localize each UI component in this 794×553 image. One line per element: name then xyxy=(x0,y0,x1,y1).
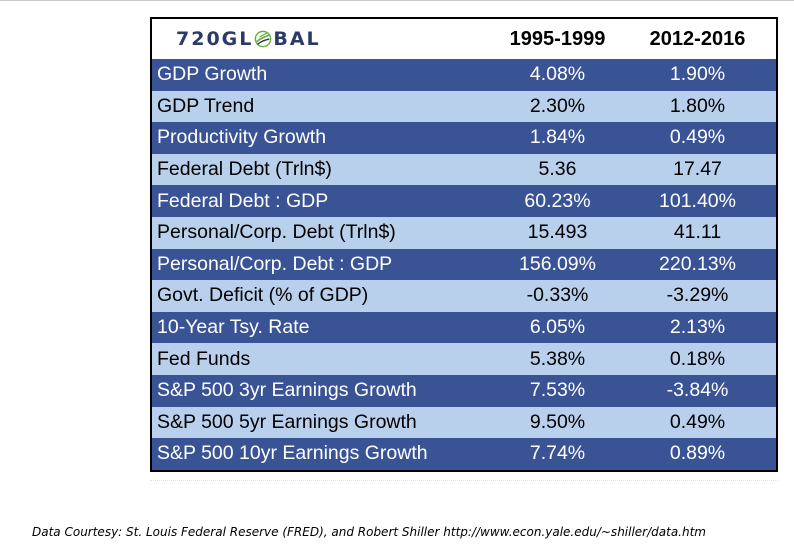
column-header-2012-2016: 2012-2016 xyxy=(649,27,746,50)
globe-icon xyxy=(255,30,272,48)
row-label: Personal/Corp. Debt : GDP xyxy=(157,252,393,275)
table-body: GDP Growth 4.08% 1.90% GDP Trend 2.30% 1.80% P… xyxy=(152,59,776,470)
table-row: Personal/Corp. Debt : GDP 156.09% 220.13% xyxy=(152,248,776,281)
value-1995-1999: 7.53% xyxy=(529,379,586,402)
value-1995-1999: 9.50% xyxy=(529,410,586,433)
row-label: GDP Growth xyxy=(157,63,268,86)
table-row: GDP Trend 2.30% 1.80% xyxy=(152,90,776,123)
row-label: GDP Trend xyxy=(157,94,255,117)
table-row: S&P 500 10yr Earnings Growth 7.74% 0.89% xyxy=(152,438,776,470)
table-row: Federal Debt : GDP 60.23% 101.40% xyxy=(152,185,776,217)
row-label: S&P 500 10yr Earnings Growth xyxy=(157,442,428,465)
value-2012-2016: 1.90% xyxy=(669,63,726,86)
value-2012-2016: 2.13% xyxy=(669,316,726,339)
row-label: Federal Debt (Trln$) xyxy=(157,158,332,181)
value-1995-1999: 4.08% xyxy=(529,63,586,86)
column-header-1995-1999: 1995-1999 xyxy=(509,27,606,50)
table-row: Fed Funds 5.38% 0.18% xyxy=(152,343,776,375)
logo-text-left: 720GL xyxy=(176,28,254,50)
value-1995-1999: 5.36 xyxy=(538,158,577,181)
value-2012-2016: -3.29% xyxy=(666,284,729,307)
logo-text-right: BAL xyxy=(273,28,321,50)
table-row: GDP Growth 4.08% 1.90% xyxy=(152,59,776,91)
table-header-row: 720GL BAL 1995-1999 2012-2016 xyxy=(152,19,776,59)
table-row: Govt. Deficit (% of GDP) -0.33% -3.29% xyxy=(152,280,776,312)
row-label: Personal/Corp. Debt (Trln$) xyxy=(157,221,396,244)
table-row: Productivity Growth 1.84% 0.49% xyxy=(152,122,776,154)
comparison-table: 720GL BAL 1995-1999 2012-2016 GDP Growth… xyxy=(150,17,778,472)
value-2012-2016: 0.49% xyxy=(669,410,726,433)
value-1995-1999: 15.493 xyxy=(527,221,588,244)
row-label: Fed Funds xyxy=(157,347,251,370)
value-2012-2016: -3.84% xyxy=(666,379,729,402)
value-1995-1999: 1.84% xyxy=(529,126,586,149)
value-1995-1999: 2.30% xyxy=(529,94,586,117)
row-label: Govt. Deficit (% of GDP) xyxy=(157,284,369,307)
row-label: S&P 500 5yr Earnings Growth xyxy=(157,410,417,433)
value-1995-1999: 60.23% xyxy=(524,189,591,212)
value-2012-2016: 0.18% xyxy=(669,347,726,370)
value-2012-2016: 101.40% xyxy=(659,189,736,212)
value-1995-1999: 156.09% xyxy=(519,252,596,275)
row-label: 10-Year Tsy. Rate xyxy=(157,316,310,339)
table-row: S&P 500 5yr Earnings Growth 9.50% 0.49% xyxy=(152,406,776,439)
faint-divider xyxy=(150,480,778,482)
table-row: S&P 500 3yr Earnings Growth 7.53% -3.84% xyxy=(152,374,776,407)
logo: 720GL BAL xyxy=(176,28,496,50)
value-2012-2016: 17.47 xyxy=(673,158,722,181)
value-1995-1999: 6.05% xyxy=(529,316,586,339)
table-row: 10-Year Tsy. Rate 6.05% 2.13% xyxy=(152,311,776,344)
logo-cell: 720GL BAL xyxy=(152,28,496,50)
value-1995-1999: 5.38% xyxy=(529,347,586,370)
table-row: Personal/Corp. Debt (Trln$) 15.493 41.11 xyxy=(152,216,776,249)
row-label: Productivity Growth xyxy=(157,126,327,149)
value-1995-1999: -0.33% xyxy=(526,284,589,307)
row-label: Federal Debt : GDP xyxy=(157,189,329,212)
row-label: S&P 500 3yr Earnings Growth xyxy=(157,379,417,402)
source-footnote: Data Courtesy: St. Louis Federal Reserve… xyxy=(32,525,706,539)
value-2012-2016: 0.49% xyxy=(669,126,726,149)
table-row: Federal Debt (Trln$) 5.36 17.47 xyxy=(152,153,776,186)
value-2012-2016: 1.80% xyxy=(669,94,726,117)
top-divider xyxy=(0,0,794,1)
value-2012-2016: 0.89% xyxy=(669,442,726,465)
value-2012-2016: 41.11 xyxy=(673,221,722,244)
value-2012-2016: 220.13% xyxy=(659,252,736,275)
value-1995-1999: 7.74% xyxy=(529,442,586,465)
